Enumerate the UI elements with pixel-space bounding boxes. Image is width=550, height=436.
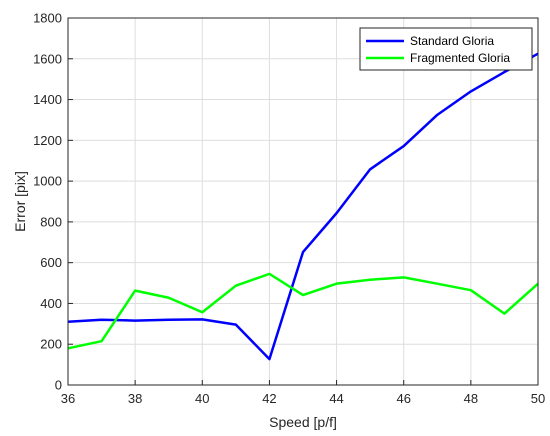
x-tick-label: 46 <box>396 391 410 406</box>
y-tick-label: 1000 <box>33 174 62 189</box>
series-line-1 <box>67 52 539 361</box>
legend-box <box>359 27 533 71</box>
y-tick-label: 0 <box>55 378 62 393</box>
y-tick-label: 200 <box>40 337 62 352</box>
x-tick-label: 50 <box>531 391 545 406</box>
legend-entry-label: Fragmented Gloria <box>410 51 510 65</box>
y-tick-label: 400 <box>40 296 62 311</box>
x-tick-label: 48 <box>464 391 478 406</box>
y-axis-label: Error [pix] <box>12 171 28 232</box>
y-tick-label: 600 <box>40 255 62 270</box>
legend-entry-label: Standard Gloria <box>410 34 494 48</box>
x-tick-label: 36 <box>61 391 75 406</box>
y-tick-label: 1600 <box>33 51 62 66</box>
series-layer <box>67 52 539 361</box>
plot-frame <box>67 17 539 386</box>
y-tick-label: 1800 <box>33 11 62 26</box>
y-tick-label: 1400 <box>33 92 62 107</box>
y-tick-label: 1200 <box>33 133 62 148</box>
x-axis-label: Speed [p/f] <box>269 414 337 430</box>
x-tick-label: 38 <box>128 391 142 406</box>
x-tick-label: 42 <box>262 391 276 406</box>
x-tick-label: 44 <box>329 391 343 406</box>
y-tick-label: 800 <box>40 214 62 229</box>
series-line-2 <box>67 272 539 350</box>
ticks: 36 38 40 42 44 46 48 50 0 200 400 600 800 1000 1200 140… <box>33 11 545 407</box>
x-tick-label: 40 <box>195 391 209 406</box>
legend: Standard Gloria Fragmented Gloria <box>359 27 533 71</box>
plot-area <box>68 18 538 385</box>
